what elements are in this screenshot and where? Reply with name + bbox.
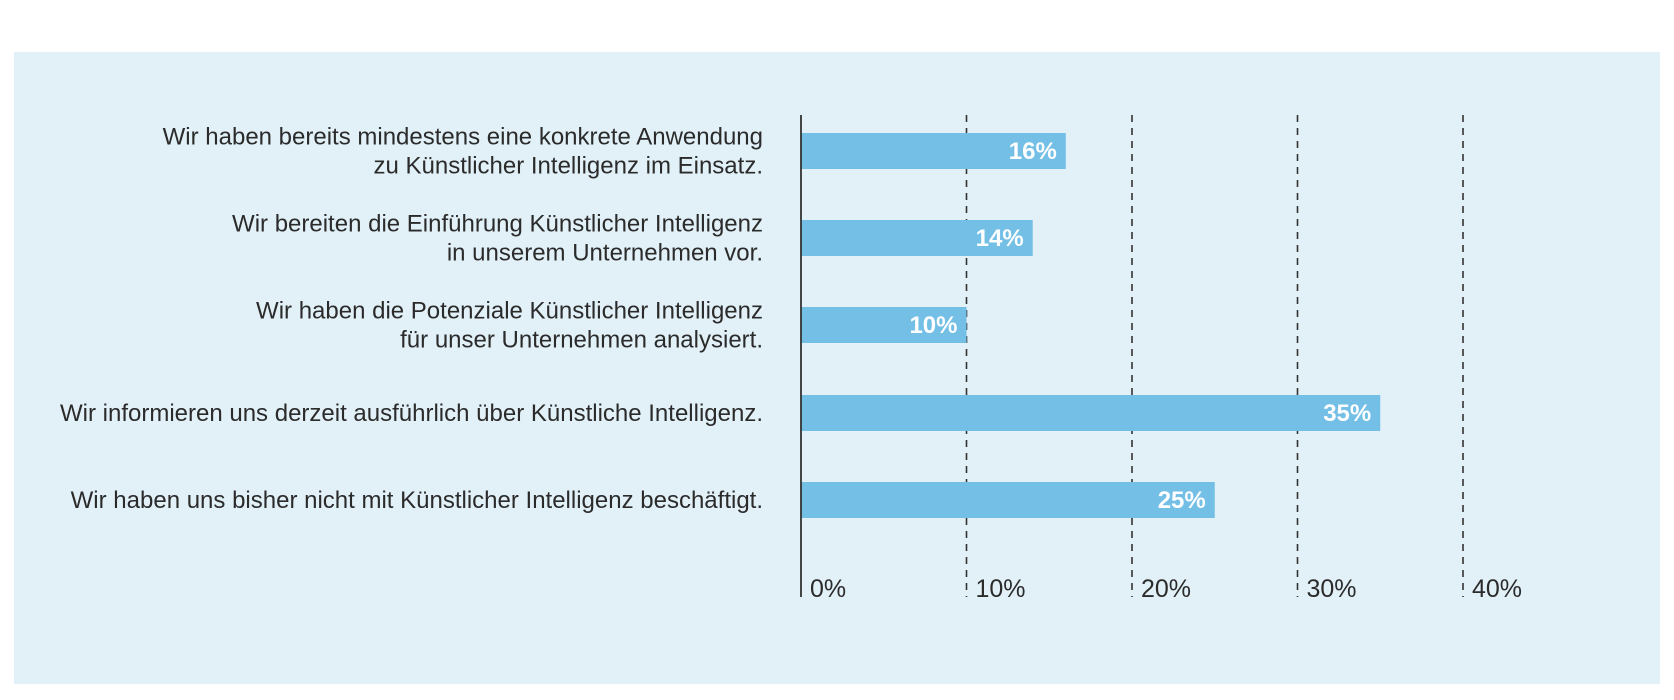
bar-5 [801,482,1215,518]
x-tick-label-30: 30% [1307,575,1357,603]
data-label-3: 10% [909,312,957,339]
bar-chart: 16% 14% 10% 35% 25% Wir haben bereits mindest… [60,115,1522,603]
data-label-2: 14% [976,225,1024,252]
category-label-2: Wir bereiten die Einführung Künstlicher … [232,211,763,267]
bar-3 [801,307,967,343]
category-label-1: Wir haben bereits mindestens eine konkre… [163,124,763,180]
bar-1 [801,133,1066,169]
x-tick-label-20: 20% [1141,575,1191,603]
chart-panel: 16% 14% 10% 35% 25% Wir haben bereits mindest… [14,52,1660,684]
bar-4 [801,395,1381,431]
category-label-3: Wir haben die Potenziale Künstlicher Int… [256,298,763,354]
data-label-1: 16% [1009,138,1057,165]
data-label-5: 25% [1158,487,1206,514]
x-tick-label-0: 0% [810,575,846,603]
category-label-5: Wir haben uns bisher nicht mit Künstlich… [71,487,763,514]
bar-2 [801,220,1033,256]
x-tick-label-10: 10% [976,575,1026,603]
category-label-4: Wir informieren uns derzeit ausführlich … [60,400,763,427]
data-label-4: 35% [1323,400,1371,427]
x-tick-label-40: 40% [1472,575,1522,603]
